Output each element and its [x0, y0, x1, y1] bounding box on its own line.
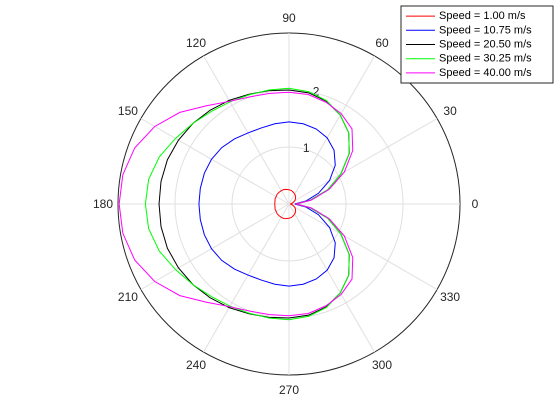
angle-tick-label-270: 270	[279, 383, 299, 397]
angle-tick-label-120: 120	[186, 36, 206, 50]
grid-spoke-30	[288, 118, 438, 205]
angle-tick-labels: 0 30 60 90 120 150 180 210 240 270 300 330	[93, 11, 479, 397]
angle-tick-label-30: 30	[443, 104, 457, 118]
angle-tick-label-180: 180	[93, 197, 113, 211]
grid-spoke-120	[203, 55, 290, 205]
series-line-1	[274, 188, 297, 220]
legend-label-1: Speed = 1.00 m/s	[439, 10, 526, 22]
angle-tick-label-330: 330	[440, 290, 460, 304]
series-line-2	[198, 121, 336, 287]
legend-label-4: Speed = 30.25 m/s	[439, 53, 532, 65]
series-line-4	[144, 87, 350, 321]
radius-tick-labels: 12	[303, 85, 320, 155]
grid-spoke-150	[140, 118, 290, 205]
grid-spoke-210	[140, 203, 290, 290]
angle-tick-label-60: 60	[375, 36, 389, 50]
angle-tick-label-90: 90	[282, 11, 296, 25]
legend-label-2: Speed = 10.75 m/s	[439, 24, 532, 36]
series-lines	[118, 87, 354, 321]
legend-label-3: Speed = 20.50 m/s	[439, 39, 532, 51]
angle-tick-label-0: 0	[472, 197, 479, 211]
angle-tick-label-150: 150	[118, 104, 138, 118]
grid-spoke-240	[203, 203, 290, 353]
radius-tick-label-1: 1	[303, 141, 310, 155]
angle-tick-label-210: 210	[118, 290, 138, 304]
series-line-5	[118, 91, 354, 317]
grid-spoke-330	[288, 203, 438, 290]
legend: Speed = 1.00 m/s Speed = 10.75 m/s Speed =…	[400, 5, 554, 84]
radius-tick-label-2: 2	[313, 85, 320, 99]
legend-label-5: Speed = 40.00 m/s	[439, 67, 532, 79]
grid-spoke-60	[288, 55, 375, 205]
angle-tick-label-240: 240	[186, 358, 206, 372]
angle-tick-label-300: 300	[372, 358, 392, 372]
grid-spoke-300	[288, 203, 375, 353]
polar-grid	[117, 32, 461, 376]
